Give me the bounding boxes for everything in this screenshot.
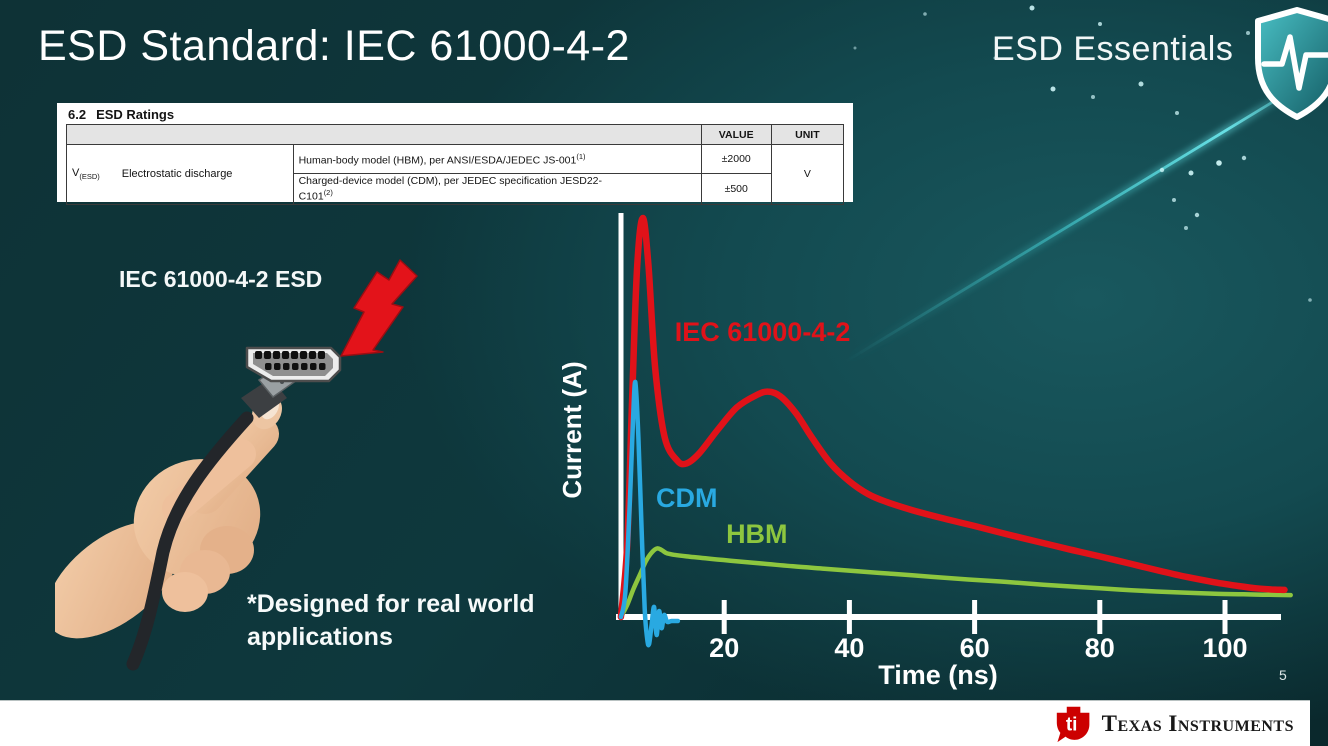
shield-pulse-icon — [1255, 7, 1328, 120]
y-axis-label: Current (A) — [557, 361, 587, 498]
footer-bar: ti Texas Instruments — [0, 700, 1310, 746]
note-text: *Designed for real world applications — [247, 590, 535, 651]
hdmi-connector-icon — [245, 346, 342, 383]
ratings-table-panel: 6.2 ESD Ratings VALUE UNIT V(ESD) Electr… — [57, 103, 853, 205]
unit-cell: V — [770, 144, 845, 205]
page-number: 5 — [1279, 667, 1287, 683]
x-tick-label: 40 — [834, 633, 864, 663]
parameter-label: Electrostatic discharge — [121, 168, 233, 181]
illustration-label: IEC 61000-4-2 ESD — [119, 266, 323, 292]
col-header-unit: UNIT — [770, 124, 845, 145]
x-tick-label: 100 — [1202, 633, 1247, 663]
series-curve-iec-61000-4-2 — [617, 214, 1288, 621]
table-section-heading: 6.2 ESD Ratings — [66, 106, 844, 124]
brand-name: Texas Instruments — [1101, 711, 1294, 736]
symbol-cell: V(ESD) Electrostatic discharge — [66, 144, 294, 205]
ratings-table: VALUE UNIT V(ESD) Electrostatic discharg… — [66, 124, 845, 205]
table-row-cdm: Charged-device model (CDM), per JEDEC sp… — [67, 173, 844, 205]
series-label-hbm: HBM — [726, 519, 788, 549]
cable — [126, 411, 254, 671]
ti-logo-icon: ti — [1056, 706, 1090, 743]
series-label-cdm: CDM — [656, 483, 718, 513]
col-header-value: VALUE — [700, 124, 772, 145]
row-value: ±500 — [700, 173, 772, 205]
x-axis-label: Time (ns) — [878, 660, 998, 690]
esd-illustration — [55, 259, 418, 671]
page-title: ESD Standard: IEC 61000-4-2 — [38, 22, 630, 70]
x-tick-label: 60 — [960, 633, 990, 663]
header-empty-cell — [66, 124, 702, 145]
section-number: 6.2 — [68, 107, 87, 122]
series-curve-cdm — [618, 379, 681, 648]
series-label-iec-61000-4-2: IEC 61000-4-2 — [675, 317, 851, 347]
brand-logo: ti Texas Instruments — [1055, 701, 1294, 746]
svg-text:ti: ti — [1065, 714, 1077, 735]
x-tick-label: 80 — [1085, 633, 1115, 663]
program-badge: ESD Essentials — [992, 30, 1234, 68]
symbol: V(ESD) — [72, 167, 100, 182]
row-value: ±2000 — [700, 144, 772, 174]
waveform-chart: 20 40 60 80 100 Time (ns) Current (A) HBM IEC 61… — [557, 213, 1293, 690]
series-curve-hbm — [618, 546, 1293, 620]
row-description: Human-body model (HBM), per ANSI/ESDA/JE… — [292, 144, 702, 174]
x-tick-label: 20 — [709, 633, 739, 663]
row-description: Charged-device model (CDM), per JEDEC sp… — [292, 173, 702, 205]
section-title: ESD Ratings — [96, 107, 175, 122]
table-row-hbm: V(ESD) Electrostatic discharge Human-bod… — [66, 144, 845, 205]
lightning-bolt-icon — [340, 259, 418, 357]
